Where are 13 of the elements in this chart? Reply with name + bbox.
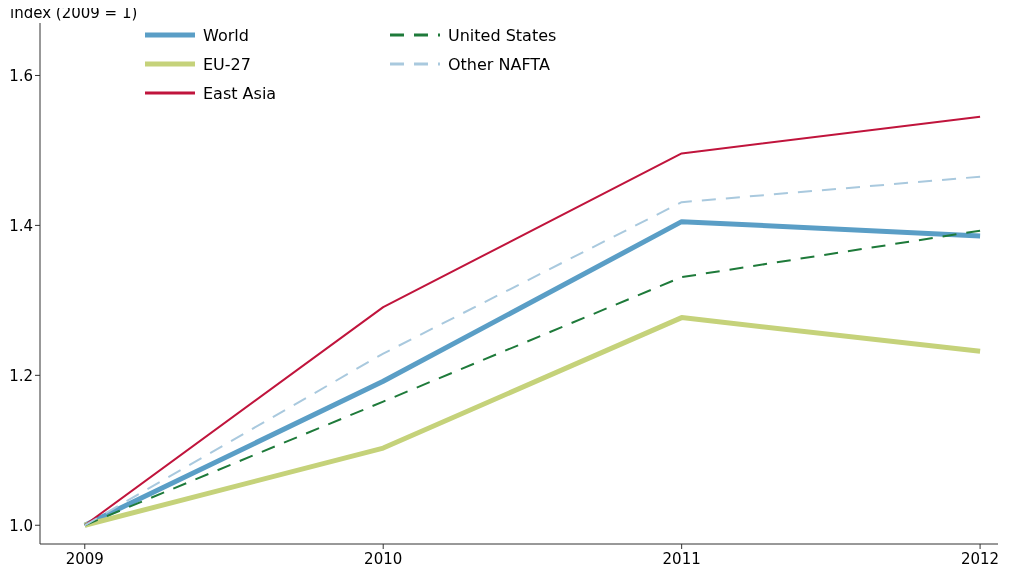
x-tick-label: 2010 [364,550,403,568]
legend-label: United States [448,25,557,45]
y-tick-label: 1.2 [9,366,33,385]
legend-label: World [203,25,249,45]
legend-label: East Asia [203,83,277,103]
y-tick-label: 1.0 [9,516,33,535]
x-tick-label: 2011 [662,550,701,568]
y-tick-label: 1.4 [9,216,33,235]
x-tick-label: 2009 [65,550,104,568]
legend-label: Other NAFTA [448,54,550,74]
x-tick-label: 2012 [961,550,1000,568]
y-tick-label: 1.6 [9,66,33,85]
legend-label: EU-27 [203,54,251,74]
